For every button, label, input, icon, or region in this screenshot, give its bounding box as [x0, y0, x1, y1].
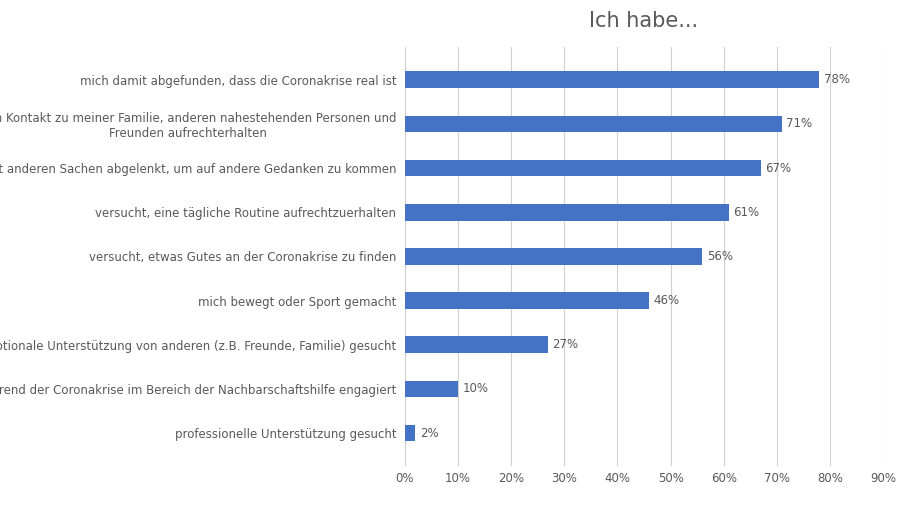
Bar: [404, 160, 760, 177]
Text: 67%: 67%: [765, 162, 790, 175]
Bar: [404, 116, 781, 132]
Bar: [404, 336, 548, 353]
Bar: [404, 381, 458, 397]
Bar: [404, 425, 415, 441]
Text: 27%: 27%: [552, 338, 578, 351]
Bar: [404, 71, 819, 88]
Text: 56%: 56%: [706, 250, 732, 263]
Text: 71%: 71%: [786, 118, 811, 131]
Bar: [404, 248, 702, 265]
Text: 61%: 61%: [732, 206, 758, 219]
Bar: [404, 204, 728, 221]
Text: 78%: 78%: [823, 73, 849, 86]
Text: 2%: 2%: [419, 427, 437, 440]
Text: 10%: 10%: [461, 382, 488, 395]
Title: Ich habe...: Ich habe...: [589, 11, 698, 31]
Bar: [404, 292, 649, 309]
Text: 46%: 46%: [652, 294, 679, 307]
